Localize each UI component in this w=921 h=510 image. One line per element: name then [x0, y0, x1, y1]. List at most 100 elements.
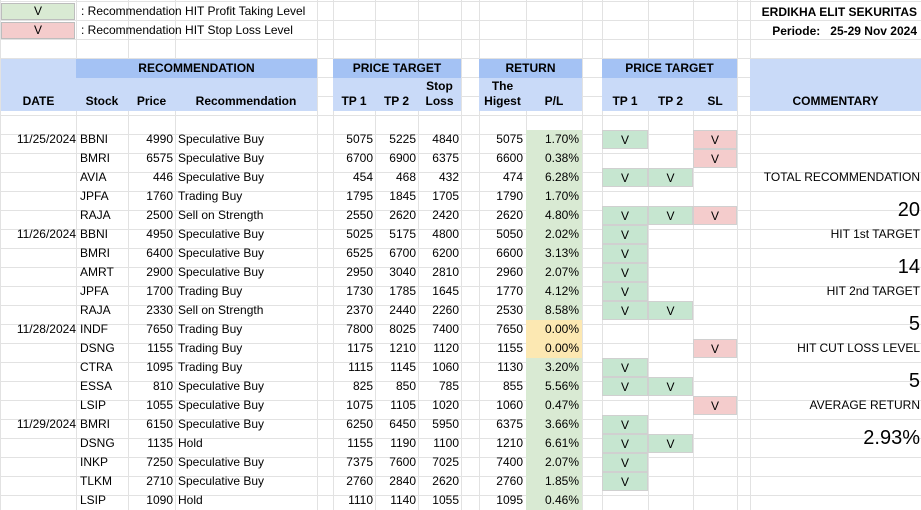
- cell-rec: Speculative Buy: [178, 170, 265, 184]
- cell-tp2: 2840: [389, 474, 416, 488]
- cell-tp1: 1115: [348, 360, 373, 374]
- legend-profit-mark: V: [33, 4, 42, 18]
- company-name: ERDIKHA ELIT SEKURITAS: [761, 5, 917, 19]
- hit-group-header: PRICE TARGET: [625, 61, 714, 75]
- grid-line: [0, 400, 921, 401]
- cell-high: 7400: [496, 455, 523, 469]
- cell-h1: V: [602, 301, 648, 320]
- col-header-highest-line2: Higest: [484, 94, 521, 108]
- grid-line: [0, 324, 921, 325]
- cell-date: [1, 396, 76, 415]
- grid-line: [0, 210, 921, 211]
- cell-stock: BMRI: [80, 151, 110, 165]
- cell-rec: Sell on Strength: [178, 208, 264, 222]
- cell-tp1: 5075: [346, 132, 373, 146]
- cell-sl: 785: [438, 379, 459, 393]
- total-recommendation-label: TOTAL RECOMMENDATION: [763, 170, 920, 184]
- grid-line: [750, 0, 751, 510]
- hit-group-header-bg: [602, 59, 737, 78]
- cell-h1: V: [602, 206, 648, 225]
- cell-tp1: 5025: [346, 227, 373, 241]
- cell-sl: 2420: [432, 208, 459, 222]
- cell-sl: 1100: [433, 436, 459, 450]
- cell-h1: V: [602, 244, 648, 263]
- cell-hs: [693, 244, 737, 263]
- cell-tp1: 1155: [347, 436, 373, 450]
- cell-hs: V: [693, 130, 737, 149]
- grid-line: [0, 476, 921, 477]
- cell-sl: 2810: [432, 265, 459, 279]
- cell-high: 1130: [497, 360, 523, 374]
- cell-hs: [693, 472, 737, 491]
- cell-h1: V: [602, 358, 648, 377]
- return-group-header: RETURN: [505, 61, 556, 75]
- grid-line: [0, 39, 921, 40]
- hit-2nd-target-label: HIT 2nd TARGET: [826, 284, 920, 298]
- cell-price: 4950: [146, 227, 173, 241]
- cell-sl: 6200: [432, 246, 459, 260]
- col-header-recommendation: Recommendation: [195, 94, 297, 108]
- cell-price: 1700: [146, 284, 173, 298]
- grid-line: [0, 305, 921, 306]
- average-return-value: 2.93%: [863, 427, 920, 449]
- periode-label: Periode: 25-29 Nov 2024: [772, 24, 917, 38]
- cell-pl: 1.85%: [526, 472, 582, 491]
- cell-price: 810: [152, 379, 173, 393]
- cell-rec: Sell on Strength: [178, 303, 264, 317]
- cell-sl: 4800: [432, 227, 459, 241]
- cell-stock: RAJA: [80, 208, 111, 222]
- grid-line: [0, 267, 921, 268]
- grid-line: [333, 0, 334, 510]
- header-commentary-block: [750, 59, 921, 111]
- cell-tp1: 2370: [346, 303, 373, 317]
- cell-date: [1, 263, 76, 282]
- col-header-price: Price: [136, 94, 167, 108]
- price-target-group-header-bg: [333, 59, 461, 78]
- cell-pl: 6.28%: [526, 168, 582, 187]
- grid-line: [0, 248, 921, 249]
- cell-sl: 1020: [432, 398, 459, 412]
- cell-high: 6600: [496, 151, 523, 165]
- grid-line: [0, 229, 921, 230]
- grid-line: [0, 134, 921, 135]
- grid-line: [0, 438, 921, 439]
- cell-h2: V: [648, 377, 693, 396]
- cell-h2: [648, 339, 693, 358]
- cell-stock: LSIP: [80, 398, 107, 412]
- cell-tp2: 8025: [389, 322, 416, 336]
- legend-profit-text: : Recommendation HIT Profit Taking Level: [81, 4, 306, 18]
- cell-hs: [693, 168, 737, 187]
- cell-h1: [602, 396, 648, 415]
- hit-1st-target-value: 14: [897, 256, 920, 278]
- cell-rec: Speculative Buy: [178, 151, 265, 165]
- cell-high: 1095: [496, 493, 523, 507]
- cell-date: [1, 491, 76, 510]
- grid-line: [0, 362, 921, 363]
- grid-line: [128, 0, 129, 510]
- recommendation-group-header-bg: [76, 59, 317, 78]
- cell-pl: 1.70%: [526, 130, 582, 149]
- cell-price: 1095: [146, 360, 173, 374]
- cell-h2: [648, 472, 693, 491]
- grid-line: [0, 0, 1, 510]
- grid-line: [0, 58, 921, 59]
- average-return-label: AVERAGE RETURN: [809, 398, 920, 412]
- cell-rec: Trading Buy: [178, 189, 243, 203]
- grid-line: [175, 0, 176, 510]
- cell-date: [1, 301, 76, 320]
- cell-h2: [648, 415, 693, 434]
- cell-pl: 0.46%: [526, 491, 582, 510]
- cell-tp1: 1795: [346, 189, 373, 203]
- cell-h1: [602, 187, 648, 206]
- cell-price: 2710: [146, 474, 173, 488]
- cell-tp1: 6525: [346, 246, 373, 260]
- cell-sl: 1055: [432, 493, 459, 507]
- cell-stock: ESSA: [80, 379, 113, 393]
- cell-hs: [693, 434, 737, 453]
- cell-tp2: 1210: [389, 341, 416, 355]
- cell-pl: 0.38%: [526, 149, 582, 168]
- cell-pl: 6.61%: [526, 434, 582, 453]
- grid-line: [582, 0, 583, 510]
- col-header-stop-loss-line1: Stop: [426, 79, 453, 93]
- cell-high: 1790: [496, 189, 523, 203]
